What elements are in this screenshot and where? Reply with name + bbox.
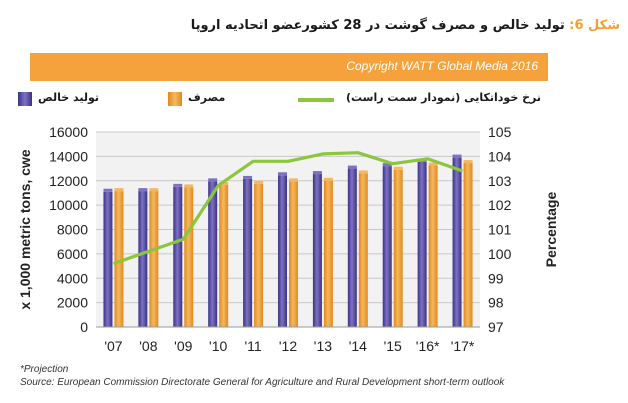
y-tick-label: 10000 <box>49 197 88 213</box>
bar-production-cap <box>208 178 218 182</box>
y2-tick-label: 99 <box>488 270 504 286</box>
copyright-text: Copyright WATT Global Media 2016 <box>346 59 538 73</box>
bar-production-cap <box>452 154 462 158</box>
y2-tick-label: 102 <box>488 197 512 213</box>
chart-title: شکل 6: تولید خالص و مصرف گوشت در 28 کشور… <box>20 18 620 33</box>
bar-consumption-cap <box>289 178 298 182</box>
x-tick-label: '16* <box>416 338 440 354</box>
bar-production-cap <box>103 188 113 192</box>
bar-consumption-cap <box>149 188 159 192</box>
bar-production-cap <box>138 188 148 192</box>
y2-tick-label: 103 <box>488 173 512 189</box>
bar-production-cap <box>278 172 287 176</box>
bar-consumption <box>149 191 159 327</box>
bar-production-cap <box>243 175 253 179</box>
y2-tick-label: 104 <box>488 148 512 164</box>
bar-production <box>138 191 148 327</box>
bar-consumption-cap <box>358 170 368 174</box>
legend-consumption-label: مصرف <box>188 91 226 104</box>
bar-production <box>278 175 287 327</box>
y2-axis-title: Percentage <box>543 192 559 268</box>
source-note: Source: European Commission Directorate … <box>20 377 505 388</box>
bar-production <box>103 191 113 327</box>
bar-consumption-cap <box>323 177 333 181</box>
bar-consumption-cap <box>463 160 473 164</box>
y-tick-label: 8000 <box>57 222 88 238</box>
x-tick-label: '14 <box>349 338 367 354</box>
legend-line-label: نرخ خوداتکایی (نمودار سمت راست) <box>346 91 541 104</box>
bar-production <box>382 166 392 327</box>
bar-production-cap <box>382 163 392 167</box>
x-tick-label: '11 <box>244 338 261 354</box>
y2-tick-label: 100 <box>488 246 512 262</box>
figure-colon: : <box>569 18 575 33</box>
bar-consumption <box>428 165 438 327</box>
x-tick-label: '15 <box>384 338 402 354</box>
legend-consumption-swatch <box>168 92 182 106</box>
y-tick-label: 14000 <box>49 148 88 164</box>
bar-consumption <box>358 173 368 327</box>
projection-note: *Projection <box>20 364 69 375</box>
bar-consumption-cap <box>184 184 194 188</box>
y-tick-label: 6000 <box>57 246 88 262</box>
x-tick-label: '10 <box>209 338 227 354</box>
bar-consumption <box>289 181 298 327</box>
y-tick-label: 0 <box>80 319 88 335</box>
bar-production-cap <box>347 165 357 169</box>
y2-tick-label: 97 <box>488 319 504 335</box>
bar-production <box>417 161 427 327</box>
bar-production <box>312 174 322 327</box>
bar-production <box>452 157 462 327</box>
figure-title-text: تولید خالص و مصرف گوشت در 28 کشورعضو اتح… <box>190 18 565 33</box>
legend-line-swatch <box>298 98 334 102</box>
bar-production-cap <box>173 183 183 187</box>
y-axis-title: x 1,000 metric tons, cwe <box>17 149 33 310</box>
bar-consumption-cap <box>114 188 124 192</box>
x-tick-label: '07 <box>104 338 122 354</box>
bar-production <box>208 181 218 327</box>
bar-consumption <box>219 185 229 327</box>
figure-label: شکل <box>588 18 620 33</box>
legend-production-swatch <box>18 92 32 106</box>
bar-consumption <box>114 191 124 327</box>
line-self-sufficiency <box>112 151 464 266</box>
bar-consumption <box>184 187 194 327</box>
figure-number: 6 <box>574 18 584 33</box>
bar-consumption-cap <box>393 166 403 170</box>
y-tick-label: 16000 <box>49 124 88 140</box>
y2-tick-label: 105 <box>488 124 512 140</box>
y2-tick-label: 101 <box>488 222 512 238</box>
x-tick-label: '09 <box>174 338 192 354</box>
legend-production-label: تولید خالص <box>38 91 100 104</box>
bar-consumption <box>463 163 473 327</box>
copyright-banner: Copyright WATT Global Media 2016 <box>30 53 548 81</box>
bar-production <box>243 178 253 327</box>
bar-consumption-cap <box>428 162 438 166</box>
y-tick-label: 2000 <box>57 295 88 311</box>
bar-consumption-cap <box>254 180 264 184</box>
bar-consumption <box>393 169 403 327</box>
x-tick-label: '12 <box>279 338 297 354</box>
x-tick-label: '13 <box>314 338 332 354</box>
y-tick-label: 4000 <box>57 270 88 286</box>
bar-production-cap <box>312 171 322 175</box>
bar-consumption <box>323 180 333 327</box>
bar-consumption <box>254 183 264 327</box>
y-tick-label: 12000 <box>49 173 88 189</box>
bar-production <box>347 168 357 327</box>
bar-production <box>173 186 183 327</box>
x-tick-label: '17* <box>451 338 475 354</box>
y2-tick-label: 98 <box>488 295 504 311</box>
x-tick-label: '08 <box>139 338 157 354</box>
